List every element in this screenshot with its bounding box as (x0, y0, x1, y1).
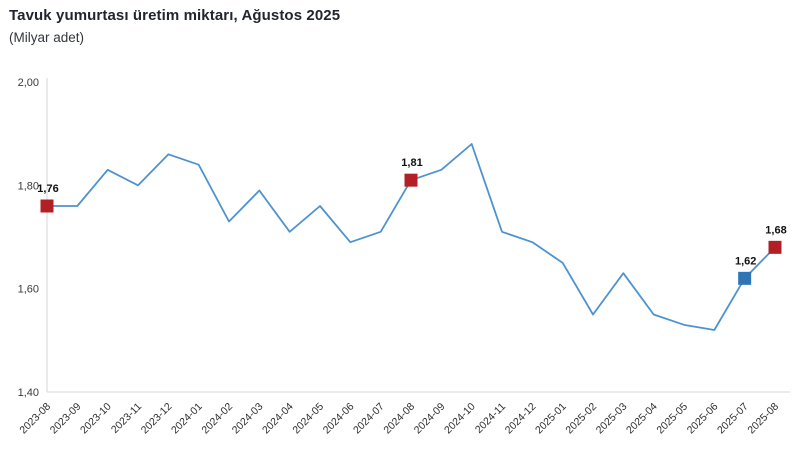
y-tick-label: 1,60 (18, 284, 39, 296)
x-tick-label: 2024-07 (351, 401, 387, 437)
x-tick-label: 2023-10 (78, 401, 114, 437)
x-tick-label: 2024-06 (321, 401, 357, 437)
x-tick-label: 2025-06 (685, 401, 721, 437)
data-point-marker (738, 271, 752, 285)
data-point-label: 1,62 (735, 255, 756, 267)
x-tick-label: 2024-05 (290, 401, 326, 437)
x-tick-label: 2023-08 (17, 401, 53, 437)
data-point-marker (768, 240, 782, 254)
data-point-marker (40, 199, 54, 213)
x-tick-label: 2025-01 (533, 401, 569, 437)
x-tick-label: 2024-04 (260, 401, 296, 437)
data-point-marker (404, 173, 418, 187)
x-tick-label: 2024-02 (199, 401, 235, 437)
x-tick-label: 2025-05 (654, 401, 690, 437)
x-tick-label: 2023-09 (48, 401, 84, 437)
x-tick-label: 2024-09 (412, 401, 448, 437)
x-tick-label: 2025-04 (624, 401, 660, 437)
y-tick-label: 2,00 (18, 77, 39, 89)
x-tick-label: 2024-01 (169, 401, 205, 437)
data-point-label: 1,81 (401, 157, 422, 169)
chart-header: Tavuk yumurtası üretim miktarı, Ağustos … (9, 6, 340, 48)
x-tick-label: 2024-03 (230, 401, 266, 437)
x-tick-label: 2025-08 (745, 401, 781, 437)
x-tick-label: 2025-02 (563, 401, 599, 437)
x-tick-label: 2025-07 (715, 401, 751, 437)
chart-subtitle: (Milyar adet) (9, 30, 85, 45)
x-tick-label: 2023-12 (139, 401, 175, 437)
y-tick-label: 1,40 (18, 387, 39, 399)
y-tick-label: 1,80 (18, 180, 39, 192)
x-tick-label: 2024-12 (503, 401, 539, 437)
x-tick-label: 2023-11 (109, 401, 144, 436)
x-tick-label: 2024-08 (381, 401, 417, 437)
x-tick-label: 2024-10 (442, 401, 478, 437)
x-tick-label: 2025-03 (594, 401, 630, 437)
chart-title: Tavuk yumurtası üretim miktarı, Ağustos … (9, 7, 341, 24)
data-line-series (46, 143, 776, 331)
x-tick-label: 2024-11 (473, 401, 508, 436)
data-point-label: 1,68 (765, 224, 786, 236)
data-point-label: 1,76 (37, 183, 58, 195)
